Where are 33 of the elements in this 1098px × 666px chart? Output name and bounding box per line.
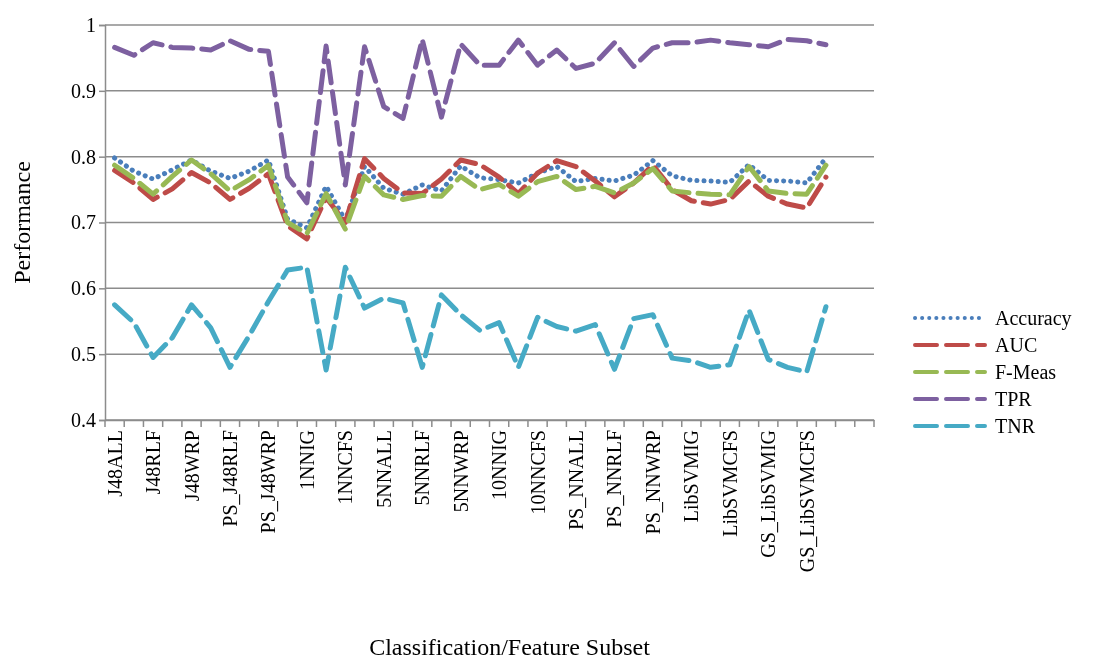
y-tick-label: 1: [86, 13, 96, 36]
y-tick-label: 0.9: [71, 79, 96, 102]
legend-label: TNR: [995, 415, 1036, 437]
x-tick-label: 1NNIG: [295, 430, 318, 490]
y-tick-label: 0.7: [71, 211, 96, 234]
x-tick-label: PS_NNRLF: [603, 430, 626, 528]
legend-label: TPR: [995, 388, 1033, 410]
x-tick-label: PS_J48RLF: [218, 430, 241, 527]
x-tick-label: 5NNRLF: [411, 430, 434, 506]
x-tick-label: J48ALL: [103, 430, 126, 497]
x-tick-label: LibSVMIG: [680, 430, 703, 523]
x-tick-label: 5NNWRP: [449, 430, 472, 513]
x-tick-label: GS_LibSVMCFS: [795, 430, 818, 573]
y-axis-title: Performance: [9, 161, 35, 284]
x-tick-label: 10NNIG: [488, 430, 511, 500]
x-tick-label: 10NNCFS: [526, 430, 549, 515]
x-tick-label: 5NNALL: [372, 430, 395, 508]
x-tick-label: 1NNCFS: [334, 430, 357, 505]
legend-label: Accuracy: [995, 307, 1072, 330]
x-axis-title: Classification/Feature Subset: [369, 634, 651, 660]
legend-label: AUC: [995, 334, 1038, 356]
x-tick-label: PS_NNALL: [565, 430, 588, 531]
y-tick-label: 0.8: [71, 145, 96, 168]
legend-label: F-Meas: [995, 361, 1057, 383]
x-tick-label: PS_J48WRP: [257, 430, 280, 534]
x-tick-label: J48RLF: [142, 430, 165, 495]
x-tick-label: J48WRP: [180, 430, 203, 502]
x-tick-label: LibSVMCFS: [718, 430, 741, 537]
x-tick-label: GS_LibSVMIG: [757, 430, 780, 558]
x-tick-label: PS_NNWRP: [641, 430, 664, 535]
y-tick-label: 0.4: [71, 408, 96, 431]
y-tick-label: 0.5: [71, 343, 96, 366]
y-tick-label: 0.6: [71, 277, 96, 300]
